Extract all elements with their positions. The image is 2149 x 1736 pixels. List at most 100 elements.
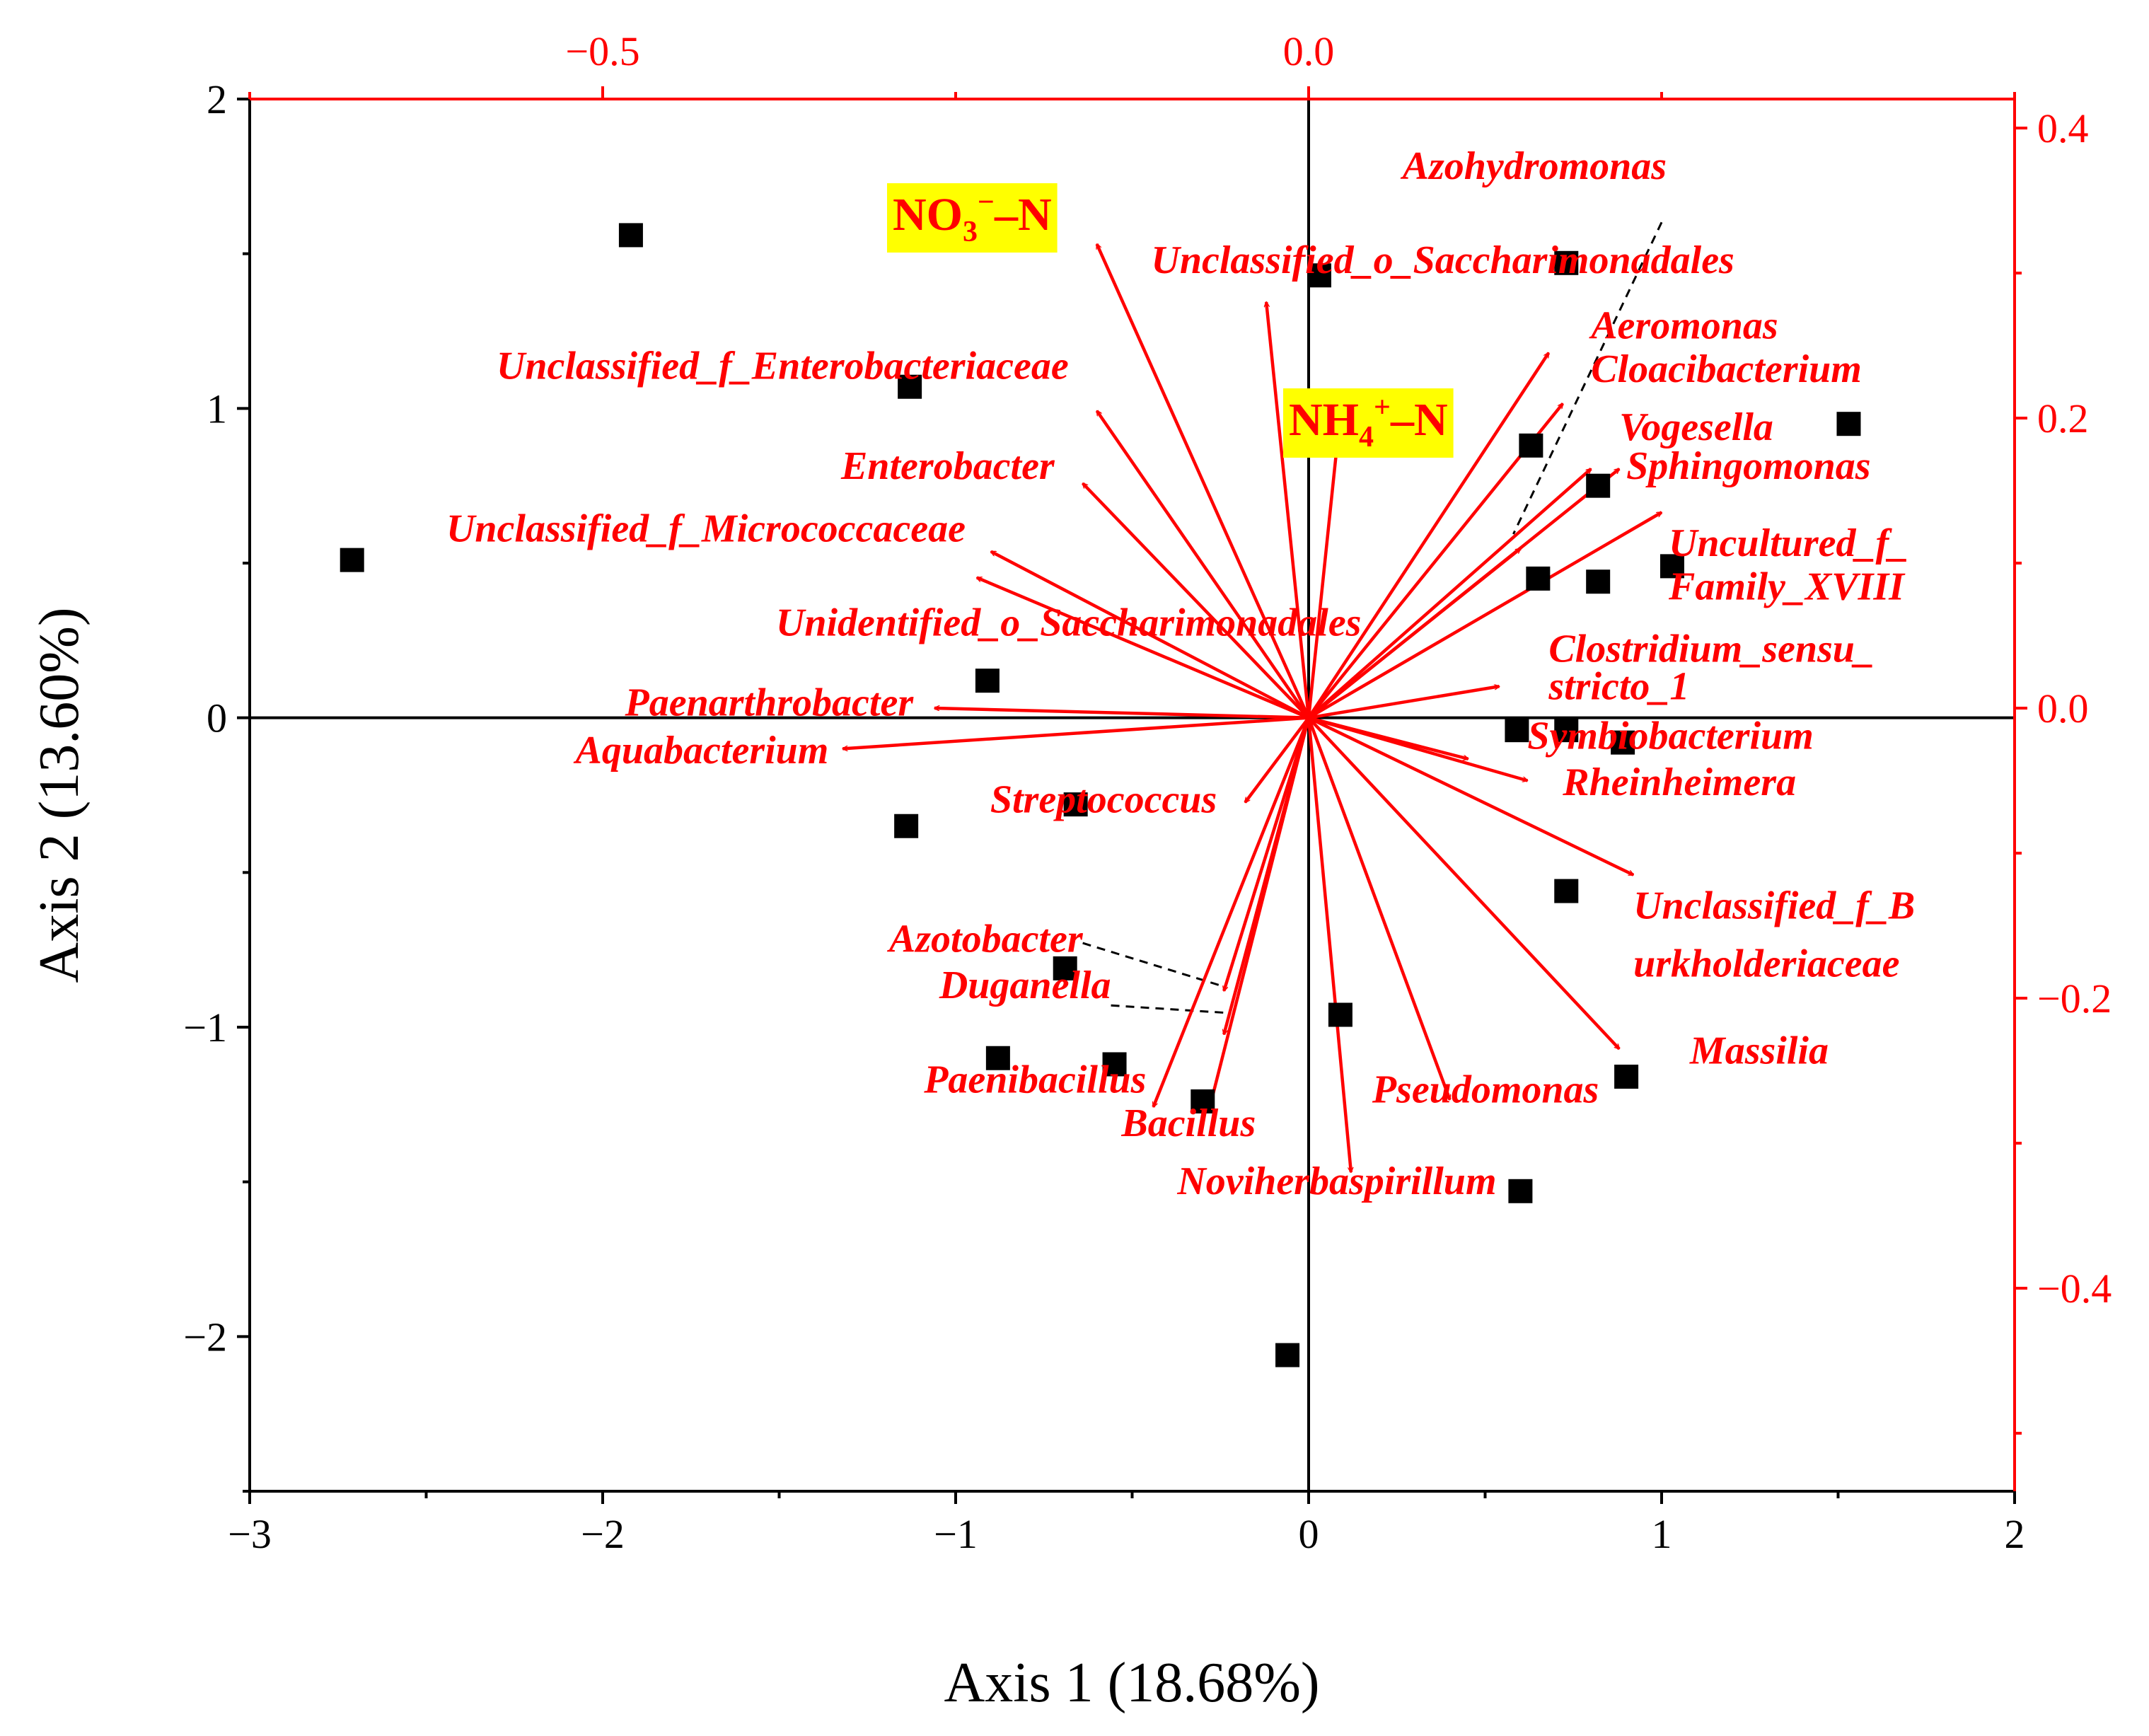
x2-tick-label: −0.5 [565, 28, 639, 74]
sample-point [1659, 554, 1684, 579]
arrow-enterobacter [1082, 483, 1310, 719]
y2-tick-label: 0.0 [2037, 685, 2089, 731]
sample-point [1508, 1179, 1533, 1203]
arrow-unclassified-f-micrococcaceae [991, 550, 1310, 719]
x-axis-title: Axis 1 (18.68%) [944, 1652, 1319, 1714]
sample-point [340, 548, 364, 572]
arrow-streptococcus [1244, 717, 1310, 803]
species-label: Enterobacter [840, 444, 1055, 488]
species-label: Noviherbaspirillum [1176, 1159, 1496, 1203]
species-label: Azotobacter [887, 917, 1084, 961]
dashed-guide-line [1082, 942, 1224, 988]
x-tick-label: −1 [934, 1511, 978, 1557]
env-label-nh-n: NH4+–N [1283, 388, 1454, 458]
species-label: Uncultured_f_ [1669, 521, 1908, 565]
sample-point [1554, 250, 1579, 275]
arrow-azotobacter [1224, 717, 1311, 991]
dashed-guide-line [1512, 221, 1663, 535]
species-label: Unclassified_f_B [1633, 884, 1915, 927]
sample-point [1519, 433, 1543, 458]
sample-point [1586, 473, 1611, 498]
y2-tick-label: −0.4 [2037, 1266, 2112, 1312]
x-tick-label: −3 [228, 1511, 272, 1557]
sample-point [985, 1046, 1010, 1070]
arrow-bacillus [1210, 717, 1311, 1107]
sample-point [1526, 566, 1551, 591]
arrow-pseudomonas [1307, 717, 1452, 1100]
species-label: urkholderiaceae [1633, 942, 1899, 985]
x2-tick-label: 0.0 [1283, 28, 1335, 74]
sample-point [1505, 718, 1529, 743]
x-tick-label: 0 [1299, 1511, 1319, 1557]
axis-ticks: −3 −2 −1 0 1 2 −2 −1 0 1 2 −0.5 0.0 −0.4 −0.2 0.0 0.2 0.4 [183, 28, 2112, 1557]
arrow-no-n [1095, 244, 1311, 719]
species-label: Sphingomonas [1626, 444, 1871, 488]
sample-point [1053, 956, 1077, 980]
arrow-paenarthrobacter [934, 708, 1309, 719]
species-label: Unclassified_f_Enterobacteriaceae [497, 345, 1069, 388]
species-label: Massilia [1689, 1029, 1829, 1072]
arrow-unclassified-o-saccharimonadales [1266, 302, 1311, 718]
env-label-text: NO3−–N [893, 186, 1052, 248]
arrow-aeromonas [1307, 353, 1551, 719]
arrow-unclassified-f-enterobacteriaceae [1095, 411, 1310, 719]
x-tick-label: 2 [2005, 1511, 2025, 1557]
sample-point [1063, 792, 1088, 817]
species-label: Unclassified_o_Saccharimonadales [1151, 238, 1734, 282]
sample-point [1614, 1064, 1639, 1089]
species-label: Rheinheimera [1562, 760, 1796, 804]
sample-point [1275, 1343, 1300, 1367]
arrow-uncultured-f-family-xviii [1307, 511, 1662, 719]
env-label-highlight [887, 183, 1058, 253]
species-label: Aeromonas [1589, 303, 1778, 347]
sample-point [894, 814, 919, 838]
env-label-text: NH4+–N [1289, 391, 1448, 453]
dashed-guide-line [1111, 1004, 1224, 1014]
sample-point [618, 223, 643, 248]
y-tick-label: −2 [183, 1314, 227, 1360]
y-tick-label: 2 [207, 76, 227, 122]
arrow-vogesella [1307, 468, 1591, 719]
sample-point [975, 669, 1000, 693]
species-label: Symbiobacterium [1527, 714, 1813, 758]
y2-tick-label: −0.2 [2037, 976, 2112, 1022]
arrow-nh-n [1307, 447, 1337, 718]
env-label-no-n: NO3−–N [887, 183, 1058, 253]
zero-lines [250, 99, 2015, 1491]
y-axis-title: Axis 2 (13.60%) [28, 607, 91, 983]
arrow-sphingomonas [1307, 467, 1619, 719]
species-label: Unclassified_f_Micrococcaceae [446, 507, 966, 550]
y-tick-label: 0 [207, 695, 227, 741]
species-label: Paenibacillus [923, 1058, 1146, 1101]
arrow-rheinheimera [1308, 716, 1527, 781]
sample-point [1307, 263, 1331, 288]
y2-tick-label: 0.2 [2037, 395, 2089, 441]
species-label: Family_XVIII [1668, 565, 1906, 608]
environment-labels: NO3−–N NH4+–N [887, 183, 1454, 458]
species-label: Vogesella [1619, 405, 1773, 449]
species-label: Duganella [939, 964, 1111, 1007]
species-label: Aquabacterium [574, 729, 829, 772]
arrow-noviherbaspirillum [1307, 717, 1351, 1172]
species-label: Unidentified_o_Saccharimonadales [776, 601, 1362, 645]
sample-point [1554, 879, 1579, 903]
y-tick-label: −1 [183, 1005, 227, 1051]
species-label: Streptococcus [990, 778, 1217, 822]
sample-points [340, 223, 1861, 1367]
arrow-paenibacillus [1152, 717, 1311, 1107]
sample-point [1191, 1089, 1215, 1113]
sample-point [898, 374, 922, 399]
sample-point [1836, 412, 1861, 436]
species-label: Clostridium_sensu_ [1548, 627, 1875, 671]
sample-point [1586, 569, 1611, 594]
species-label: stricto_1 [1548, 665, 1689, 709]
y-tick-label: 1 [207, 386, 227, 432]
species-label: Paenarthrobacter [625, 681, 915, 724]
arrow-massilia [1307, 717, 1621, 1049]
x-tick-label: −2 [581, 1511, 625, 1557]
species-label: Azohydromonas [1401, 144, 1667, 188]
sample-point [1102, 1052, 1127, 1077]
arrow-unclassified-f-burkholderiaceae [1308, 716, 1633, 876]
x-tick-label: 1 [1652, 1511, 1672, 1557]
